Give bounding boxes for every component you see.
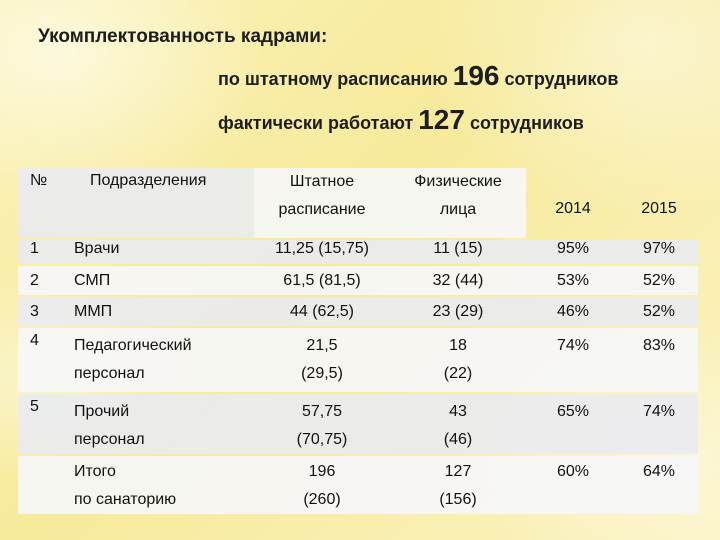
header-individuals: Физические лица bbox=[390, 168, 526, 238]
staff-actual-number: 127 bbox=[418, 104, 465, 135]
table-row: 3 ММП 44 (62,5) 23 (29) 46% 52% bbox=[18, 297, 698, 326]
header-year-2014: 2014 bbox=[555, 200, 591, 217]
staff-by-schedule-line: по штатному расписанию 196 сотрудников bbox=[218, 60, 618, 92]
staff-actual-label: фактически работают bbox=[218, 113, 414, 133]
staff-actual-unit: сотрудников bbox=[469, 113, 584, 133]
table-row: 4 Педагогический персонал 21,5 (29,5) 18… bbox=[18, 328, 698, 392]
header-schedule: Штатное расписание bbox=[254, 168, 390, 238]
staffing-table: № Подразделения Штатное расписание Физич… bbox=[18, 166, 698, 516]
header-number: № bbox=[18, 168, 70, 238]
table-row-total: Итого по санаторию 196 (260) 127 (156) 6… bbox=[18, 456, 698, 514]
table-row: 1 Врачи 11,25 (15,75) 11 (15) 95% 97% bbox=[18, 240, 698, 264]
header-department: Подразделения bbox=[70, 168, 254, 238]
header-year-2015: 2015 bbox=[641, 200, 677, 217]
slide-title: Укомплектованность кадрами: bbox=[38, 26, 328, 47]
table-row: 2 СМП 61,5 (81,5) 32 (44) 53% 52% bbox=[18, 266, 698, 295]
staff-by-schedule-number: 196 bbox=[452, 60, 500, 91]
staff-by-schedule-label: по штатному расписанию bbox=[218, 69, 448, 89]
staff-by-schedule-unit: сотрудников bbox=[504, 69, 619, 89]
staff-actual-line: фактически работают 127 сотрудников bbox=[218, 104, 584, 136]
table-row: 5 Прочий персонал 57,75 (70,75) 43 (46) … bbox=[18, 394, 698, 454]
table-header-row: № Подразделения Штатное расписание Физич… bbox=[18, 168, 698, 238]
